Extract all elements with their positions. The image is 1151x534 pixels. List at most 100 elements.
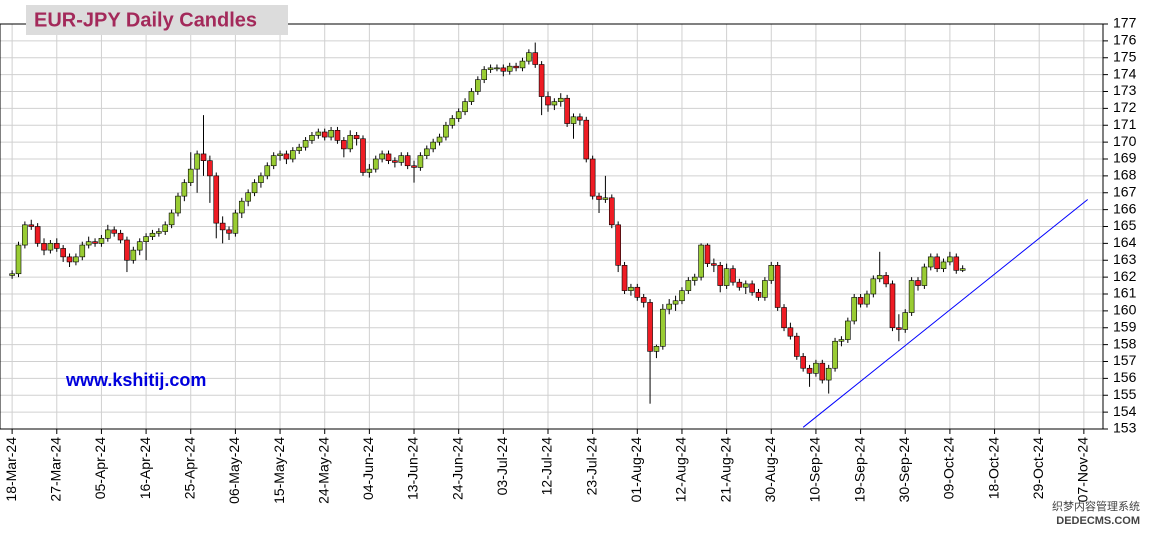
candle-body	[41, 243, 47, 251]
candle-body	[251, 182, 258, 194]
candle-body	[47, 243, 54, 251]
candle-body	[660, 308, 666, 347]
candle-body	[762, 280, 768, 298]
candle-body	[526, 52, 532, 62]
y-tick-label: 161	[1113, 285, 1137, 301]
candle-body	[717, 265, 724, 286]
candle-body	[392, 160, 398, 163]
candle-body	[379, 153, 385, 160]
x-tick-label: 18-Mar-24	[3, 437, 19, 502]
y-tick-label: 173	[1113, 82, 1137, 98]
candle-body	[564, 97, 570, 124]
candle-body	[921, 266, 928, 286]
candle-body	[640, 297, 647, 303]
candle-body	[315, 131, 322, 136]
y-tick-label: 170	[1113, 133, 1137, 149]
candle-body	[876, 275, 883, 280]
candle-body	[117, 232, 124, 241]
candle-body	[628, 286, 634, 291]
x-tick-label: 07-Nov-24	[1075, 437, 1091, 503]
y-tick-label: 174	[1113, 65, 1137, 81]
candle-body	[908, 280, 915, 313]
candle-body	[162, 224, 169, 232]
candle-body	[462, 101, 468, 113]
candle-body	[513, 65, 519, 69]
candle-body	[226, 229, 232, 234]
x-tick-label: 10-Sep-24	[807, 437, 823, 503]
y-tick-label: 172	[1113, 99, 1137, 115]
candle-body	[277, 153, 283, 156]
x-tick-label: 24-May-24	[315, 437, 331, 504]
candle-body	[851, 297, 858, 322]
candle-body	[105, 229, 111, 239]
candle-body	[813, 362, 819, 374]
candle-body	[570, 116, 577, 124]
y-tick-label: 159	[1113, 318, 1137, 334]
candle-body	[372, 158, 379, 170]
y-tick-label: 171	[1113, 116, 1137, 132]
x-tick-label: 25-Apr-24	[181, 437, 197, 499]
candle-body	[85, 241, 92, 246]
candle-body	[475, 79, 481, 92]
candle-body	[66, 256, 73, 263]
y-tick-label: 157	[1113, 352, 1137, 368]
candle-body	[417, 155, 424, 168]
candle-body	[15, 244, 22, 275]
candle-body	[245, 192, 251, 202]
y-tick-label: 156	[1113, 369, 1137, 385]
candle-body	[143, 236, 149, 242]
candle-body	[73, 256, 79, 263]
watermark-cn: 织梦内容管理系统	[1052, 499, 1140, 513]
x-tick-label: 12-Aug-24	[673, 437, 689, 503]
candle-body	[749, 283, 755, 293]
candle-body	[883, 275, 889, 285]
candle-body	[666, 303, 673, 310]
candle-body	[290, 150, 296, 160]
plot-border	[0, 23, 1104, 430]
x-tick-label: 05-Apr-24	[92, 437, 108, 499]
candle-body	[947, 256, 953, 263]
candle-body	[672, 300, 679, 305]
y-tick-label: 166	[1113, 200, 1137, 216]
candle-body	[168, 212, 175, 226]
candle-body	[736, 281, 743, 288]
y-tick-label: 177	[1113, 15, 1137, 31]
candle-body	[621, 265, 628, 291]
x-tick-label: 21-Aug-24	[717, 437, 733, 503]
candle-body	[653, 346, 660, 352]
candle-body	[175, 195, 181, 214]
candle-body	[309, 135, 315, 141]
candle-body	[264, 165, 271, 177]
candle-body	[545, 96, 551, 106]
candle-body	[130, 249, 137, 261]
candle-body	[22, 224, 28, 246]
y-tick-label: 153	[1113, 420, 1137, 436]
candle-body	[927, 256, 934, 268]
candle-body	[602, 197, 609, 200]
x-tick-label: 19-Sep-24	[851, 437, 867, 503]
candle-body	[583, 119, 590, 160]
candle-body	[755, 292, 762, 298]
candle-body	[768, 265, 775, 281]
title-box	[26, 5, 288, 35]
x-tick-label: 04-Jun-24	[360, 437, 376, 500]
watermark: www.kshitij.com	[65, 370, 206, 390]
candle-body	[366, 168, 373, 173]
trendline	[802, 199, 1089, 428]
candle-body	[615, 224, 621, 266]
candle-body	[902, 312, 909, 330]
candle-body	[411, 165, 417, 168]
candle-body	[793, 335, 800, 357]
candle-body	[959, 268, 966, 271]
candle-body	[557, 97, 564, 102]
candle-body	[353, 135, 360, 140]
candle-body	[704, 244, 711, 264]
candle-body	[200, 153, 207, 161]
x-tick-label: 23-Jul-24	[583, 437, 599, 496]
candle-body	[238, 200, 245, 214]
candle-body	[825, 367, 832, 381]
candle-body	[347, 135, 354, 150]
candle-body	[953, 256, 960, 271]
y-tick-label: 165	[1113, 217, 1137, 233]
candle-body	[60, 248, 66, 258]
